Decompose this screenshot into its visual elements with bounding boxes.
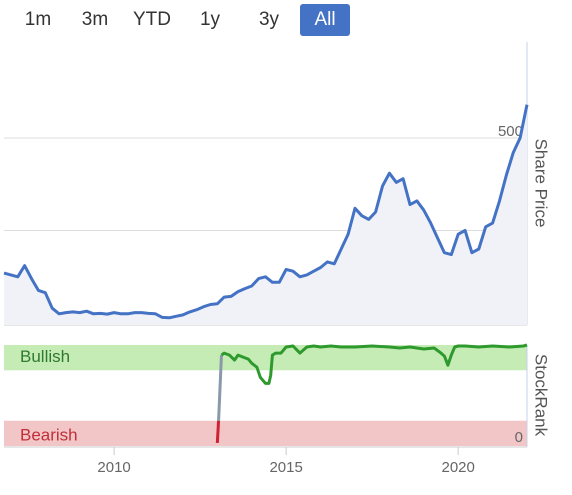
range-tab-all[interactable]: All	[300, 4, 350, 36]
range-tab-3m[interactable]: 3m	[81, 9, 109, 30]
x-tick-label: 2010	[97, 459, 130, 476]
range-tab-1m[interactable]: 1m	[24, 9, 52, 30]
rank-line-transition	[217, 355, 223, 421]
price-tick-label: 500	[498, 123, 523, 140]
bullish-label: Bullish	[20, 347, 70, 366]
bullish-band	[4, 345, 527, 371]
range-tab-ytd[interactable]: YTD	[133, 9, 171, 30]
stockrank-line	[220, 343, 528, 385]
bearish-label: Bearish	[20, 425, 78, 444]
price-area-fill	[4, 104, 527, 325]
rank-tick-label: 0	[515, 429, 523, 446]
bearish-band	[4, 420, 527, 446]
x-tick-label: 2015	[269, 459, 302, 476]
rank-axis-title: StockRank	[532, 354, 551, 437]
range-tab-3y[interactable]: 3y	[258, 9, 280, 30]
price-axis-title: Share Price	[532, 139, 551, 228]
share-price-line	[3, 104, 529, 320]
range-tab-1y[interactable]: 1y	[199, 9, 221, 30]
rank-line-bearish	[215, 420, 221, 444]
x-tick-label: 2020	[441, 459, 474, 476]
range-selector: 1m 3m YTD 1y 3y All	[0, 0, 572, 40]
